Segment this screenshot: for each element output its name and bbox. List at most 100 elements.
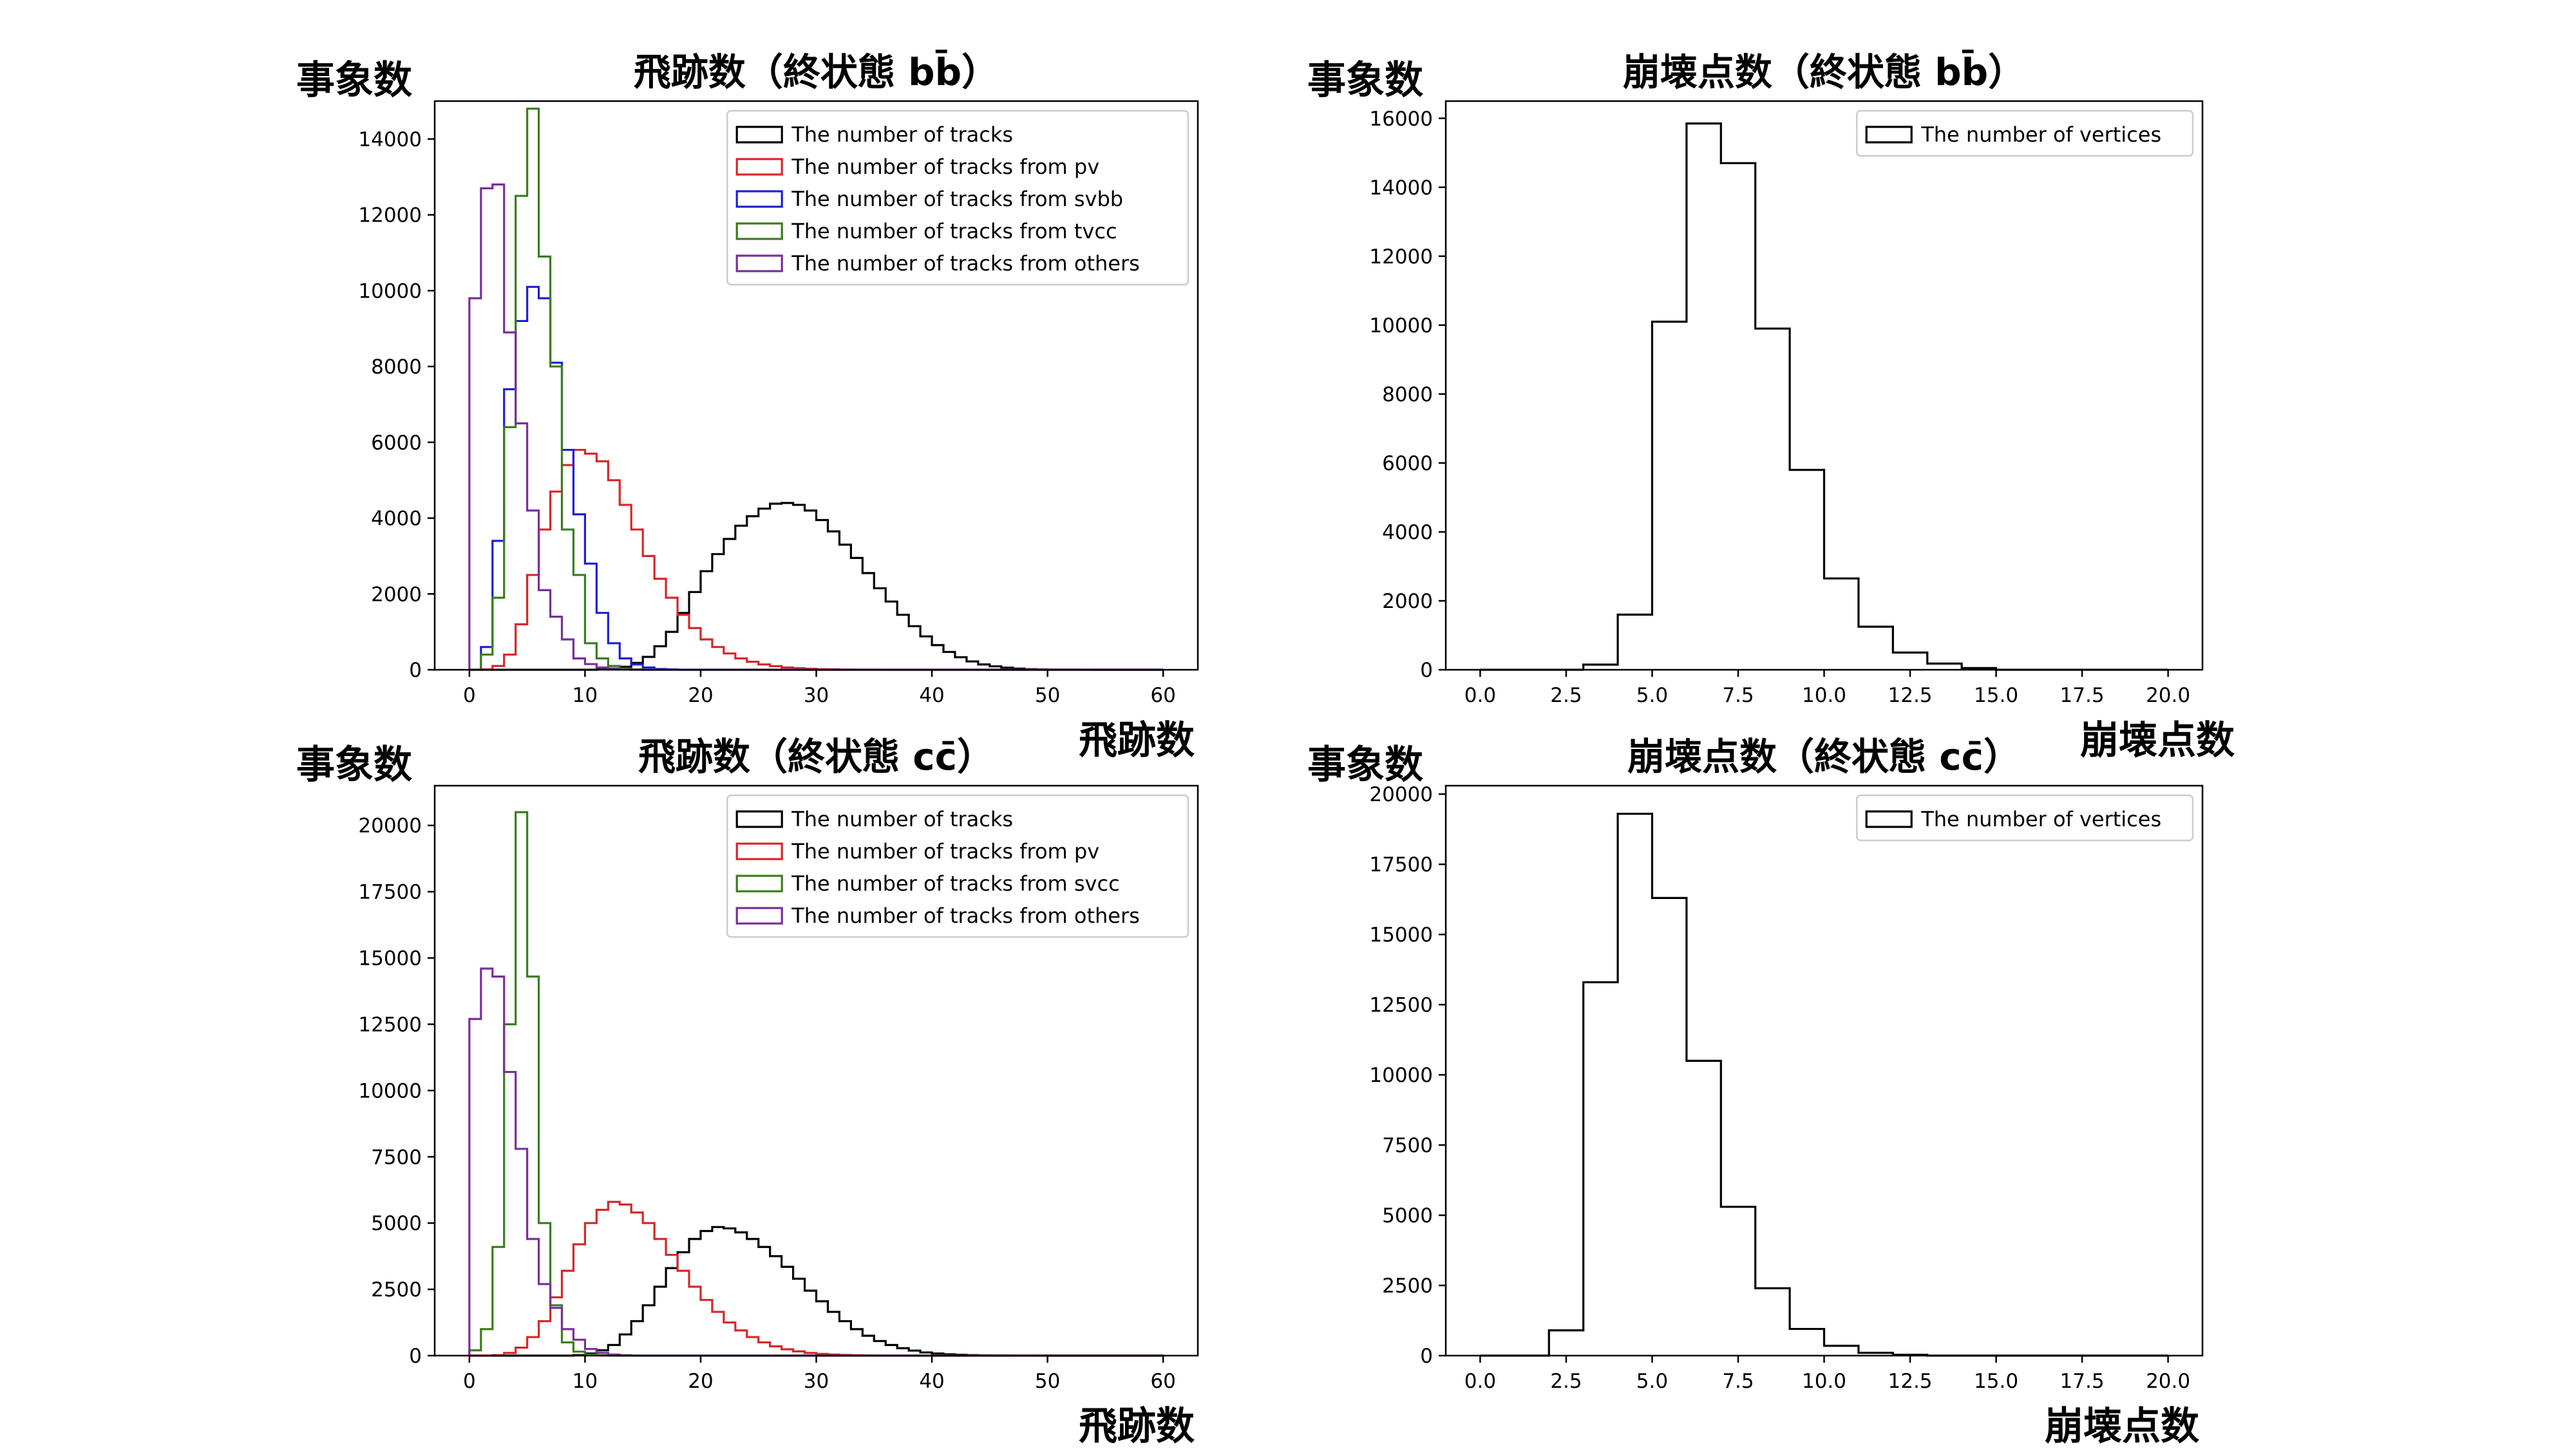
tracks-cc-ytick-label: 5000 <box>371 1212 422 1235</box>
tracks-bb-xtick-label: 50 <box>1035 684 1060 707</box>
vertices-cc-ytick-label: 15000 <box>1369 923 1433 947</box>
tracks-bb-ytick-label: 6000 <box>371 431 422 455</box>
tracks-cc-xtick-label: 10 <box>573 1370 598 1393</box>
vertices-bb-xtick-label: 17.5 <box>2060 684 2105 707</box>
tracks-bb-legend-swatch <box>735 158 783 176</box>
vertices-cc-xtick-label: 15.0 <box>1974 1370 2018 1393</box>
tracks-cc-legend-swatch <box>735 810 783 828</box>
vertices-cc-series-0 <box>1480 813 2168 1357</box>
vertices-cc-ytick-label: 17500 <box>1369 853 1433 876</box>
vertices-bb-ylabel: 事象数 <box>1307 58 1423 103</box>
vertices-bb-xtick-label: 12.5 <box>1888 684 1933 707</box>
vertices-cc-xlabel: 崩壊点数 <box>2045 1404 2199 1449</box>
vertices-cc-title: 崩壊点数（終状態 cc̄） <box>1627 735 2021 779</box>
vertices-bb-xtick-label: 7.5 <box>1722 684 1754 707</box>
tracks-bb-legend-swatch <box>735 222 783 240</box>
tracks-cc-ytick-label: 12500 <box>358 1013 422 1036</box>
vertices-bb-series-0 <box>1480 122 2168 671</box>
tracks-bb-ytick-label: 4000 <box>371 507 422 531</box>
tracks-cc-legend-swatch <box>735 842 783 860</box>
tracks-bb-legend: The number of tracks The number of tracks… <box>726 109 1189 286</box>
tracks-cc-legend-label: The number of tracks from pv <box>791 839 1099 864</box>
tracks-cc-legend: The number of tracks The number of tracks… <box>726 794 1189 938</box>
tracks-cc-xtick-label: 50 <box>1035 1370 1060 1393</box>
vertices-cc-xtick-label: 7.5 <box>1722 1370 1754 1393</box>
tracks-bb-legend-box <box>726 109 1189 286</box>
vertices-bb-legend-swatch <box>1865 126 1913 144</box>
vertices-cc-panel: 0.0 2.5 5.0 7.5 10.0 12.5 15.0 17.5 20.0 0 2500 500… <box>1307 735 2204 1449</box>
vertices-cc-ytick-label: 5000 <box>1382 1204 1433 1227</box>
tracks-bb-legend-swatch <box>735 190 783 208</box>
vertices-cc-xtick-label: 5.0 <box>1636 1370 1668 1393</box>
tracks-bb-ytick-label: 10000 <box>358 279 422 303</box>
tracks-bb-ytick-label: 0 <box>409 659 422 682</box>
tracks-cc-legend-swatch <box>735 907 783 925</box>
vertices-cc-xtick-label: 10.0 <box>1802 1370 1846 1393</box>
tracks-bb-legend-swatch <box>735 126 783 144</box>
vertices-bb-ytick-label: 16000 <box>1369 108 1433 131</box>
vertices-cc-legend: The number of vertices <box>1855 794 2194 842</box>
vertices-cc-axes-frame <box>1444 784 2204 1357</box>
tracks-cc-title: 飛跡数（終状態 cc̄） <box>638 735 994 779</box>
tracks-cc-ytick-label: 10000 <box>358 1079 422 1103</box>
tracks-bb-xtick-label: 60 <box>1150 684 1175 707</box>
tracks-bb-xtick-label: 30 <box>804 684 829 707</box>
vertices-bb-panel: 0.0 2.5 5.0 7.5 10.0 12.5 15.0 17.5 20.0 0 2000 400… <box>1307 49 2204 707</box>
tracks-cc-xtick-label: 0 <box>463 1370 476 1393</box>
tracks-bb-ytick-label: 2000 <box>371 583 422 606</box>
tracks-bb-panel: 0 10 20 30 40 50 60 0 2000 4000 6000 8000 10000 12000… <box>296 49 1199 763</box>
tracks-cc-xtick-label: 30 <box>804 1370 829 1393</box>
tracks-cc-legend-swatch <box>735 875 783 893</box>
vertices-cc-ytick-label: 7500 <box>1382 1134 1433 1157</box>
tracks-bb-legend-swatch <box>735 254 783 272</box>
tracks-cc-xtick-label: 60 <box>1150 1370 1175 1393</box>
tracks-bb-legend-label: The number of tracks <box>791 122 1013 147</box>
vertices-cc-xtick-label: 20.0 <box>2146 1370 2190 1393</box>
tracks-cc-ytick-label: 7500 <box>371 1146 422 1169</box>
vertices-bb-ytick-label: 6000 <box>1382 452 1433 475</box>
vertices-bb-ytick-label: 8000 <box>1382 383 1433 406</box>
vertices-cc-ytick-label: 20000 <box>1369 783 1433 806</box>
vertices-bb-axes-frame <box>1444 100 2204 671</box>
vertices-bb-ytick-label: 2000 <box>1382 590 1433 613</box>
vertices-bb-legend: The number of vertices <box>1855 109 2194 157</box>
tracks-cc-ytick-label: 2500 <box>371 1278 422 1302</box>
vertices-cc-ytick-label: 10000 <box>1369 1064 1433 1087</box>
tracks-cc-xtick-label: 40 <box>919 1370 944 1393</box>
tracks-bb-title: 飛跡数（終状態 bb̄） <box>634 49 999 94</box>
tracks-cc-ylabel: 事象数 <box>296 743 412 788</box>
tracks-bb-xtick-label: 40 <box>919 684 944 707</box>
vertices-bb-xtick-label: 0.0 <box>1464 684 1496 707</box>
tracks-bb-series-2 <box>469 285 1164 671</box>
tracks-cc-xlabel: 飛跡数 <box>1079 1404 1195 1449</box>
vertices-bb-ytick-label: 0 <box>1420 659 1433 682</box>
tracks-bb-legend-label: The number of tracks from others <box>791 251 1140 276</box>
vertices-cc-xtick-label: 2.5 <box>1550 1370 1582 1393</box>
tracks-bb-xlabel: 飛跡数 <box>1079 718 1195 763</box>
tracks-bb-ylabel: 事象数 <box>296 58 412 103</box>
tracks-bb-xtick-label: 20 <box>688 684 713 707</box>
vertices-bb-xtick-label: 5.0 <box>1636 684 1668 707</box>
vertices-bb-xlabel: 崩壊点数 <box>2080 718 2235 763</box>
tracks-cc-legend-box <box>726 794 1189 938</box>
vertices-bb-title: 崩壊点数（終状態 bb̄） <box>1623 49 2025 94</box>
tracks-bb-ytick-label: 8000 <box>371 355 422 379</box>
vertices-cc-ytick-label: 12500 <box>1369 994 1433 1017</box>
vertices-bb-legend-box <box>1855 109 2194 157</box>
tracks-bb-legend-label: The number of tracks from svbb <box>791 187 1123 211</box>
tracks-cc-xtick-label: 20 <box>688 1370 713 1393</box>
vertices-bb-ytick-label: 10000 <box>1369 314 1433 337</box>
vertices-cc-ylabel: 事象数 <box>1307 743 1423 788</box>
vertices-bb-xtick-label: 2.5 <box>1550 684 1582 707</box>
vertices-cc-legend-box <box>1855 794 2194 842</box>
vertices-bb-ytick-label: 14000 <box>1369 176 1433 200</box>
tracks-bb-legend-label: The number of tracks from tvcc <box>791 219 1117 243</box>
vertices-bb-ytick-label: 12000 <box>1369 245 1433 269</box>
tracks-cc-ytick-label: 20000 <box>358 815 422 838</box>
tracks-cc-panel: 0 10 20 30 40 50 60 0 2500 5000 7500 10000 12500 1500… <box>296 735 1199 1449</box>
vertices-cc-ytick-label: 0 <box>1420 1345 1433 1368</box>
vertices-bb-ytick-label: 4000 <box>1382 521 1433 544</box>
tracks-cc-ytick-label: 0 <box>409 1345 422 1368</box>
tracks-cc-ytick-label: 15000 <box>358 947 422 971</box>
tracks-bb-ytick-label: 12000 <box>358 204 422 227</box>
